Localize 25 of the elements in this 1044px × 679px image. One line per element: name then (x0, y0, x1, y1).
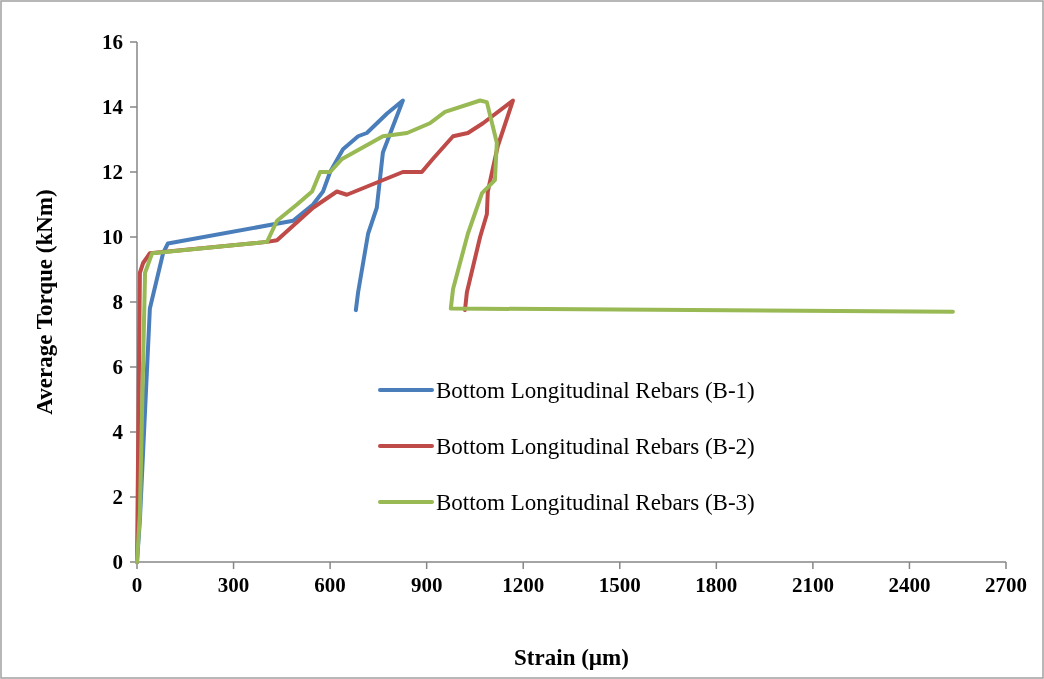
y-tick-label: 12 (102, 160, 123, 185)
y-tick-label: 10 (102, 225, 123, 250)
y-tick-label: 14 (102, 95, 124, 120)
y-tick-label: 4 (112, 420, 124, 445)
y-axis-title: Average Torque (kNm) (32, 189, 57, 415)
y-tick-label: 2 (112, 485, 123, 510)
x-tick-label: 1500 (598, 573, 641, 597)
x-tick-label: 1200 (502, 573, 545, 597)
y-tick-label: 8 (112, 290, 123, 315)
legend-label: Bottom Longitudinal Rebars (B-1) (436, 378, 755, 404)
x-tick-label: 300 (217, 573, 250, 597)
x-tick-label: 2100 (791, 573, 834, 597)
x-tick-label: 2400 (888, 573, 931, 597)
x-tick-label: 600 (314, 573, 346, 597)
line-series (135, 98, 955, 564)
legend-label: Bottom Longitudinal Rebars (B-3) (436, 490, 755, 516)
x-tick-label: 2700 (985, 573, 1027, 597)
y-tick-label: 0 (112, 550, 123, 575)
y-tick-label: 6 (112, 355, 123, 380)
legend-label: Bottom Longitudinal Rebars (B-2) (436, 434, 755, 460)
x-tick-label: 1800 (695, 573, 738, 597)
y-tick-label: 16 (102, 30, 123, 55)
x-tick-label: 900 (410, 573, 443, 597)
x-axis-title: Strain (µm) (514, 645, 629, 670)
x-tick-label: 0 (131, 573, 143, 597)
